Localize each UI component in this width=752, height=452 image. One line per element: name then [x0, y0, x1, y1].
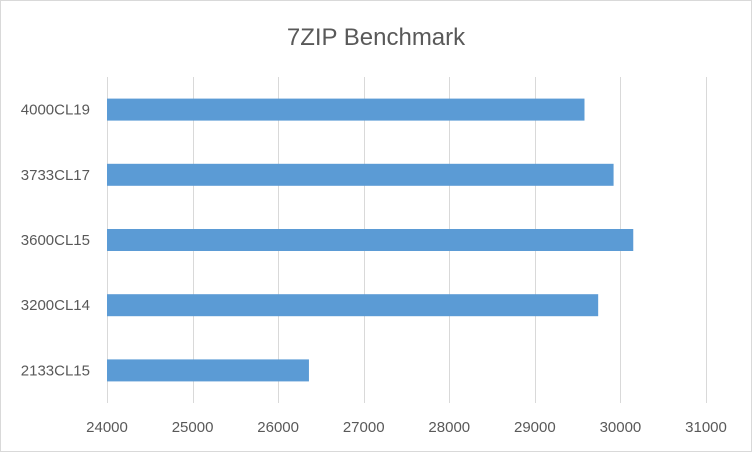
bar: [107, 229, 634, 251]
category-label: 3733CL17: [21, 167, 90, 184]
chart-title: 7ZIP Benchmark: [287, 24, 466, 51]
category-label: 4000CL19: [21, 102, 90, 119]
bar: [107, 294, 599, 317]
value-axis-labels: 24000 25000 26000 27000 28000 29000 30000 31000: [86, 419, 727, 436]
bar-series: [107, 98, 634, 382]
category-labels: 4000CL19 3733CL17 3600CL15 3200CL14 2133CL15: [21, 102, 90, 380]
category-label: 3200CL14: [21, 297, 90, 314]
bar: [107, 359, 309, 382]
category-label: 2133CL15: [21, 362, 90, 379]
x-tick-label: 24000: [86, 419, 128, 436]
x-tick-label: 25000: [172, 419, 214, 436]
x-tick-label: 26000: [257, 419, 299, 436]
x-tick-label: 30000: [600, 419, 642, 436]
x-tick-label: 29000: [514, 419, 556, 436]
x-tick-label: 27000: [343, 419, 385, 436]
x-tick-label: 28000: [428, 419, 470, 436]
x-tick-label: 31000: [685, 419, 727, 436]
category-label: 3600CL15: [21, 232, 90, 249]
bar: [107, 163, 614, 186]
bar: [107, 98, 585, 121]
